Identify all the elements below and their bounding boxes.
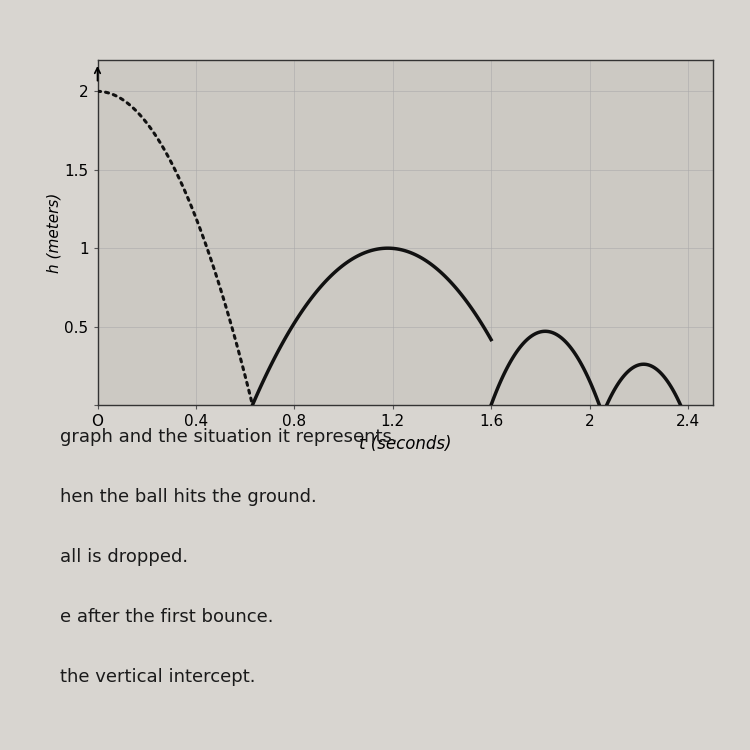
Text: the vertical intercept.: the vertical intercept. — [60, 668, 256, 686]
Y-axis label: h (meters): h (meters) — [46, 192, 62, 273]
Text: e after the first bounce.: e after the first bounce. — [60, 608, 274, 626]
Text: graph and the situation it represents.: graph and the situation it represents. — [60, 428, 398, 446]
X-axis label: t (seconds): t (seconds) — [358, 434, 452, 452]
Text: all is dropped.: all is dropped. — [60, 548, 188, 566]
Text: hen the ball hits the ground.: hen the ball hits the ground. — [60, 488, 316, 506]
